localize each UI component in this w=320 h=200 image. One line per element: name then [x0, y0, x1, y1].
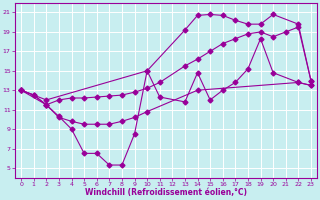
X-axis label: Windchill (Refroidissement éolien,°C): Windchill (Refroidissement éolien,°C) — [85, 188, 247, 197]
